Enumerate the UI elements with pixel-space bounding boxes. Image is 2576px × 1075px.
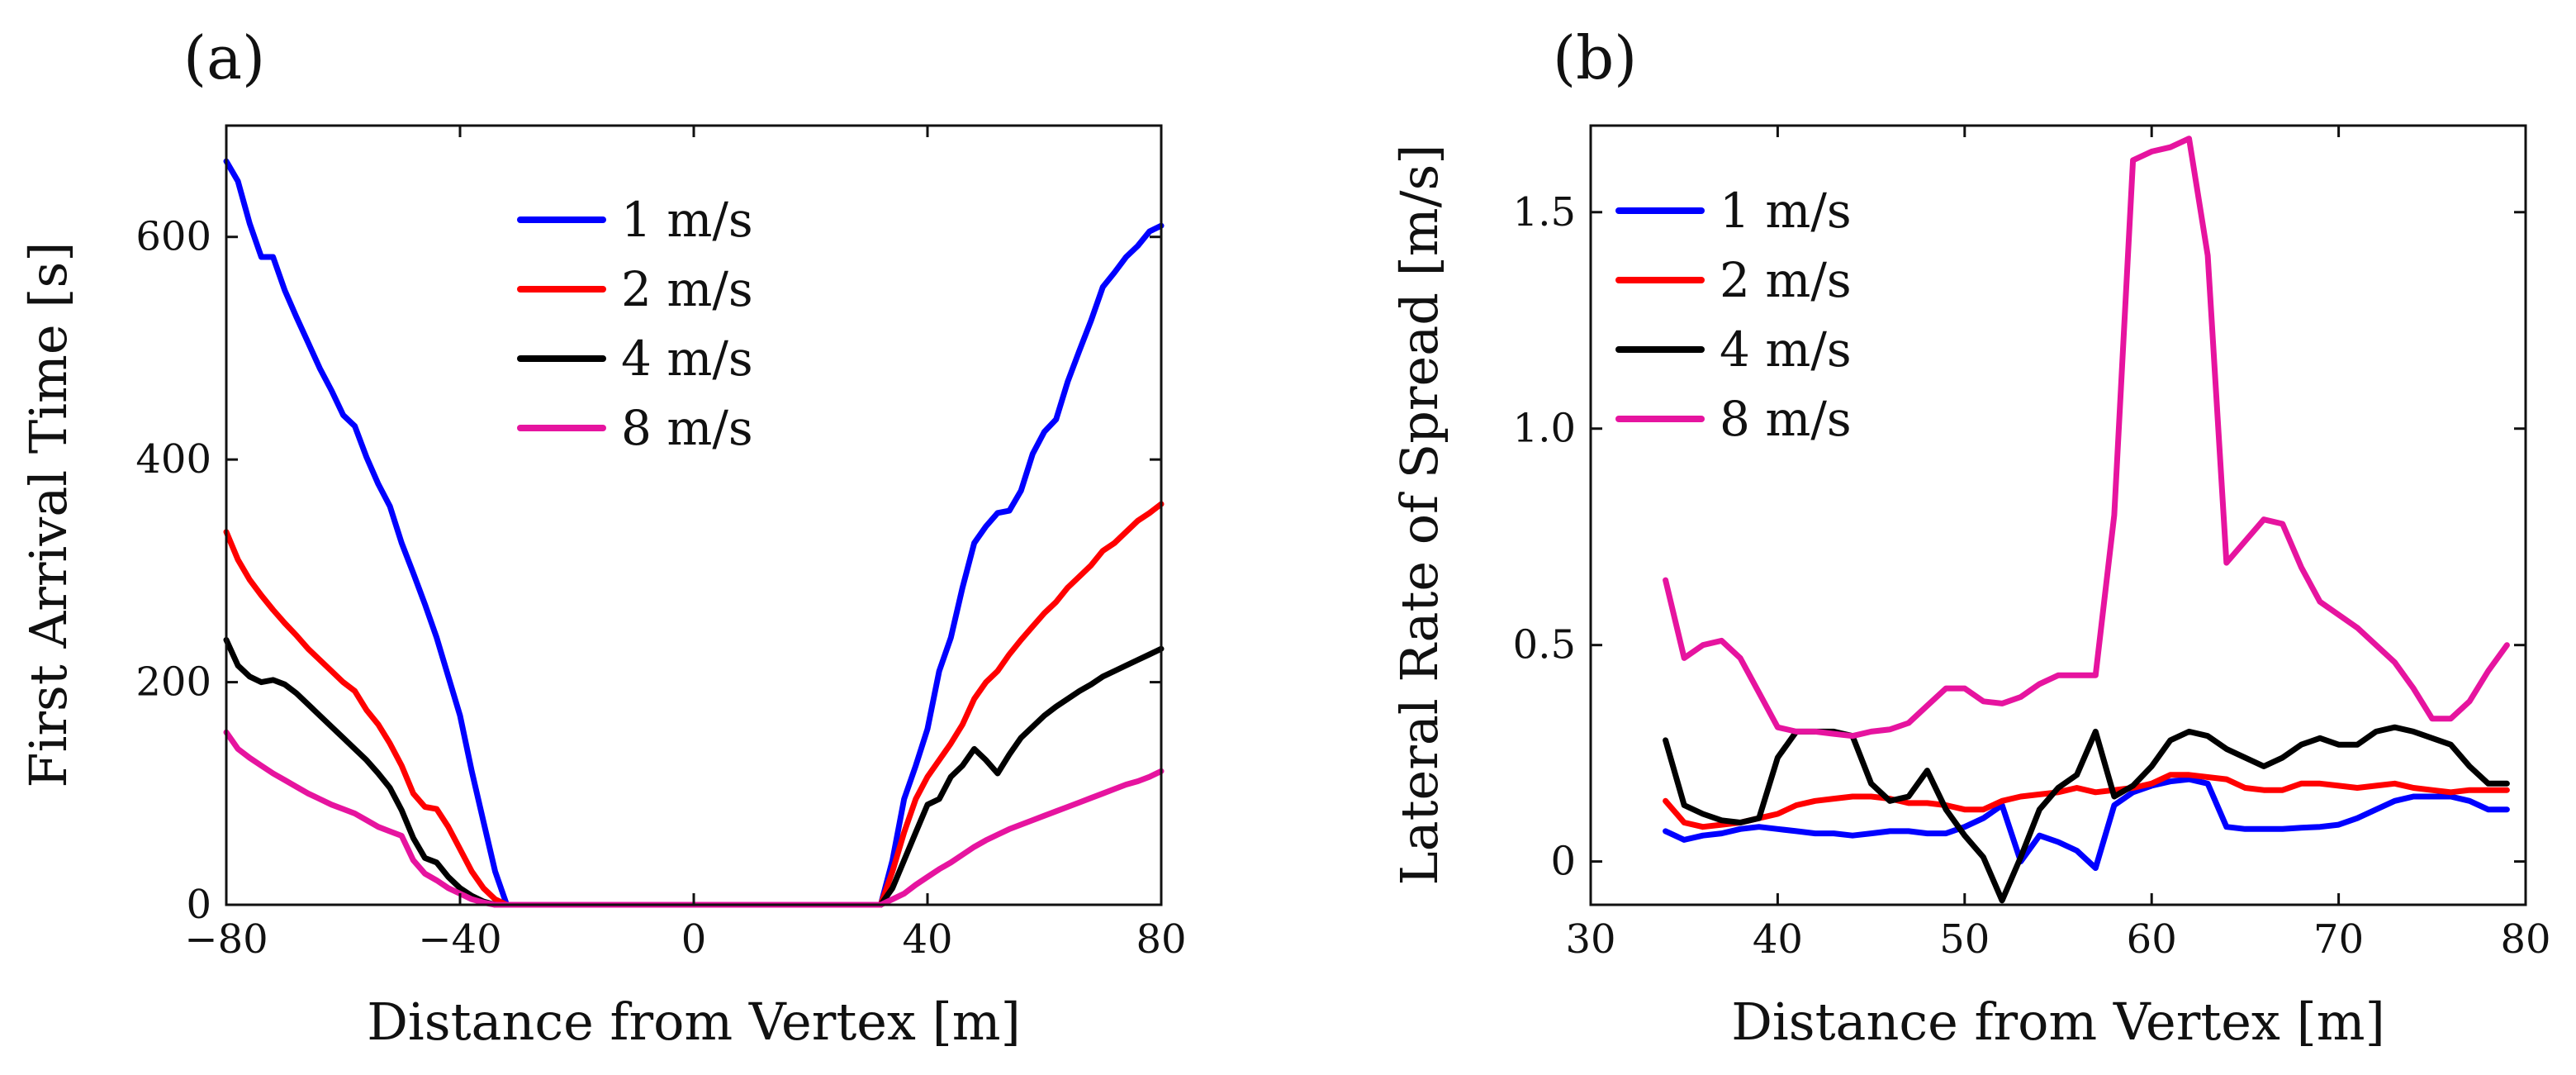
panel-a-ticks: −80 −40 0 40 80 0 200 400 600 (135, 126, 1187, 963)
panel-b-y-tick-label: 1.5 (1513, 189, 1576, 235)
panel-b: (b) 30 40 50 60 70 80 0 0.5 1.0 1.5 Distance from… (1389, 23, 2551, 1052)
panel-b-x-tick-label: 80 (2500, 916, 2550, 963)
panel-b-legend-label: 4 m/s (1720, 321, 1852, 378)
panel-b-x-tick-label: 40 (1753, 916, 1803, 963)
panel-b-series-line-1-m-s (1663, 776, 2510, 871)
panel-b-series-line-8-m-s (1663, 136, 2510, 740)
panel-b-label: (b) (1553, 23, 1637, 93)
panel-a-legend-label: 2 m/s (621, 261, 753, 317)
panel-b-x-axis-label: Distance from Vertex [m] (1731, 992, 2385, 1052)
panel-a-y-tick-label: 0 (186, 882, 211, 928)
panel-b-y-axis-label: Lateral Rate of Spread [m/s] (1389, 145, 1449, 886)
panel-a-series-line-2-m-s (223, 501, 1165, 908)
panel-a-legend-label: 4 m/s (621, 331, 753, 387)
panel-b-x-tick-label: 50 (1939, 916, 1990, 963)
panel-b-series-group (1663, 136, 2510, 904)
panel-b-series-line-2-m-s (1663, 772, 2510, 830)
panel-b-x-tick-label: 60 (2127, 916, 2177, 963)
panel-b-plot-frame (1589, 124, 2527, 906)
panel-b-y-tick-label: 0 (1550, 839, 1576, 885)
panel-a-label: (a) (183, 23, 265, 93)
panel-b-legend-label: 8 m/s (1720, 391, 1852, 447)
panel-b-legend: 1 m/s 2 m/s 4 m/s 8 m/s (1615, 183, 1852, 447)
panel-b-ticks: 30 40 50 60 70 80 0 0.5 1.0 1.5 (1513, 126, 2551, 963)
panel-a-x-tick-label: 0 (681, 916, 707, 963)
panel-a-x-tick-label: −40 (418, 916, 501, 963)
panel-a-x-tick-label: 40 (902, 916, 952, 963)
panel-a: (a) −80 −40 0 40 80 0 200 400 600 Distance from … (18, 23, 1187, 1052)
panel-a-y-axis-label: First Arrival Time [s] (18, 242, 78, 788)
panel-b-y-tick-label: 0.5 (1513, 622, 1576, 668)
panel-a-legend-label: 8 m/s (621, 400, 753, 456)
panel-a-y-tick-label: 600 (135, 214, 211, 260)
panel-a-x-axis-label: Distance from Vertex [m] (367, 992, 1021, 1052)
panel-a-y-tick-label: 200 (135, 659, 211, 706)
panel-a-x-tick-label: 80 (1136, 916, 1186, 963)
panel-a-legend: 1 m/s 2 m/s 4 m/s 8 m/s (517, 192, 753, 456)
panel-b-legend-label: 2 m/s (1720, 252, 1852, 308)
panel-b-x-tick-label: 30 (1565, 916, 1615, 963)
panel-a-x-tick-label: −80 (184, 916, 268, 963)
panel-a-y-tick-label: 400 (135, 436, 211, 483)
panel-b-legend-label: 1 m/s (1720, 183, 1852, 239)
panel-b-y-tick-label: 1.0 (1513, 406, 1576, 452)
panel-a-series-line-4-m-s (223, 636, 1165, 908)
panel-b-x-tick-label: 70 (2313, 916, 2364, 963)
panel-b-series-line-4-m-s (1663, 724, 2510, 904)
panel-a-legend-label: 1 m/s (621, 192, 753, 248)
